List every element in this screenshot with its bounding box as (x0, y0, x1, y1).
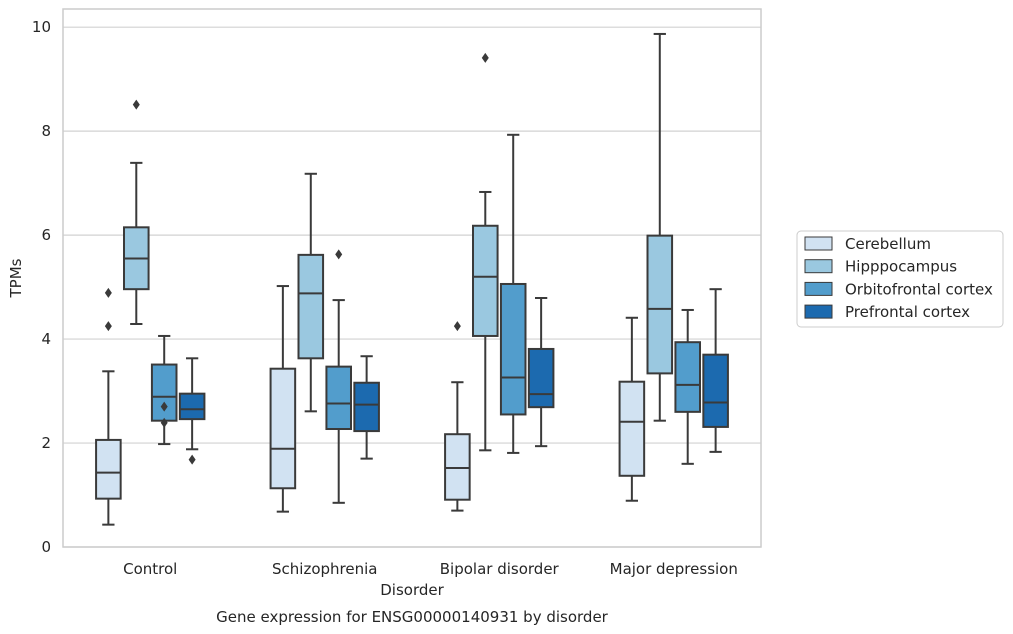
legend-label: Prefrontal cortex (845, 303, 970, 321)
legend-swatch (804, 259, 833, 274)
outlier-point (188, 454, 196, 465)
outlier-point (335, 249, 343, 260)
outlier-point (481, 52, 489, 63)
iqr-box (527, 347, 555, 409)
box-cerebellum (269, 285, 297, 513)
box-prefrontal-cortex (527, 297, 555, 448)
legend: Cerebellum Hipppocampus Orbitofrontal cort… (796, 230, 1004, 328)
box-orbitofrontal-cortex (325, 249, 352, 504)
box-hipppocampus (297, 172, 325, 413)
box-orbitofrontal-cortex (150, 334, 178, 446)
x-tick-label: Bipolar disorder (440, 560, 560, 578)
outlier-point (104, 287, 112, 298)
iqr-box (297, 253, 325, 360)
box-cerebellum (444, 321, 471, 512)
iqr-box (472, 224, 499, 337)
outlier-point (160, 401, 168, 412)
y-tick-label: 8 (41, 122, 51, 140)
legend-items: Cerebellum Hipppocampus Orbitofrontal cort… (804, 235, 993, 321)
legend-label: Orbitofrontal cortex (845, 280, 993, 298)
outlier-point (160, 417, 168, 428)
box-orbitofrontal-cortex (499, 133, 527, 454)
iqr-box (646, 234, 674, 375)
legend-swatch (804, 236, 833, 251)
iqr-box (353, 381, 380, 433)
legend-label: Cerebellum (845, 235, 931, 253)
box-cerebellum (95, 287, 122, 526)
plot-frame (62, 8, 762, 548)
box-prefrontal-cortex (353, 355, 380, 460)
outlier-point (104, 321, 112, 332)
iqr-box (178, 392, 206, 421)
iqr-box (618, 380, 646, 477)
y-tick-label: 2 (41, 434, 51, 452)
y-tick-label: 0 (41, 538, 51, 556)
y-tick-label: 10 (32, 18, 51, 36)
outlier-point (453, 321, 461, 332)
box-prefrontal-cortex (178, 357, 206, 465)
y-tick-labels: 0 2 4 6 8 10 (32, 18, 51, 556)
iqr-box (702, 353, 729, 428)
legend-frame (796, 230, 1004, 328)
iqr-box (674, 341, 701, 413)
legend-swatch (804, 304, 833, 319)
box-prefrontal-cortex (702, 288, 729, 453)
iqr-box (325, 365, 352, 431)
chart-caption: Gene expression for ENSG00000140931 by d… (216, 608, 609, 626)
iqr-box (150, 363, 178, 422)
x-axis-title: Disorder (380, 581, 444, 599)
y-axis-title: TPMs (7, 258, 25, 298)
x-tick-label: Control (123, 560, 177, 578)
iqr-box (499, 282, 527, 416)
box-hipppocampus (123, 99, 150, 326)
x-tick-label: Schizophrenia (272, 560, 377, 578)
iqr-box (95, 438, 122, 500)
boxes-layer (95, 32, 729, 526)
legend-swatch (804, 281, 833, 296)
box-hipppocampus (646, 32, 674, 422)
y-tick-label: 6 (41, 226, 51, 244)
box-cerebellum (618, 316, 646, 502)
x-tick-label: Major depression (610, 560, 738, 578)
outlier-point (132, 99, 140, 110)
x-tick-labels: Control Schizophrenia Bipolar disorder Majo… (123, 560, 738, 578)
y-tick-label: 4 (41, 330, 51, 348)
iqr-box (444, 433, 471, 501)
iqr-box (269, 367, 297, 490)
box-hipppocampus (472, 52, 499, 452)
box-orbitofrontal-cortex (674, 308, 701, 465)
legend-label: Hipppocampus (845, 258, 957, 276)
